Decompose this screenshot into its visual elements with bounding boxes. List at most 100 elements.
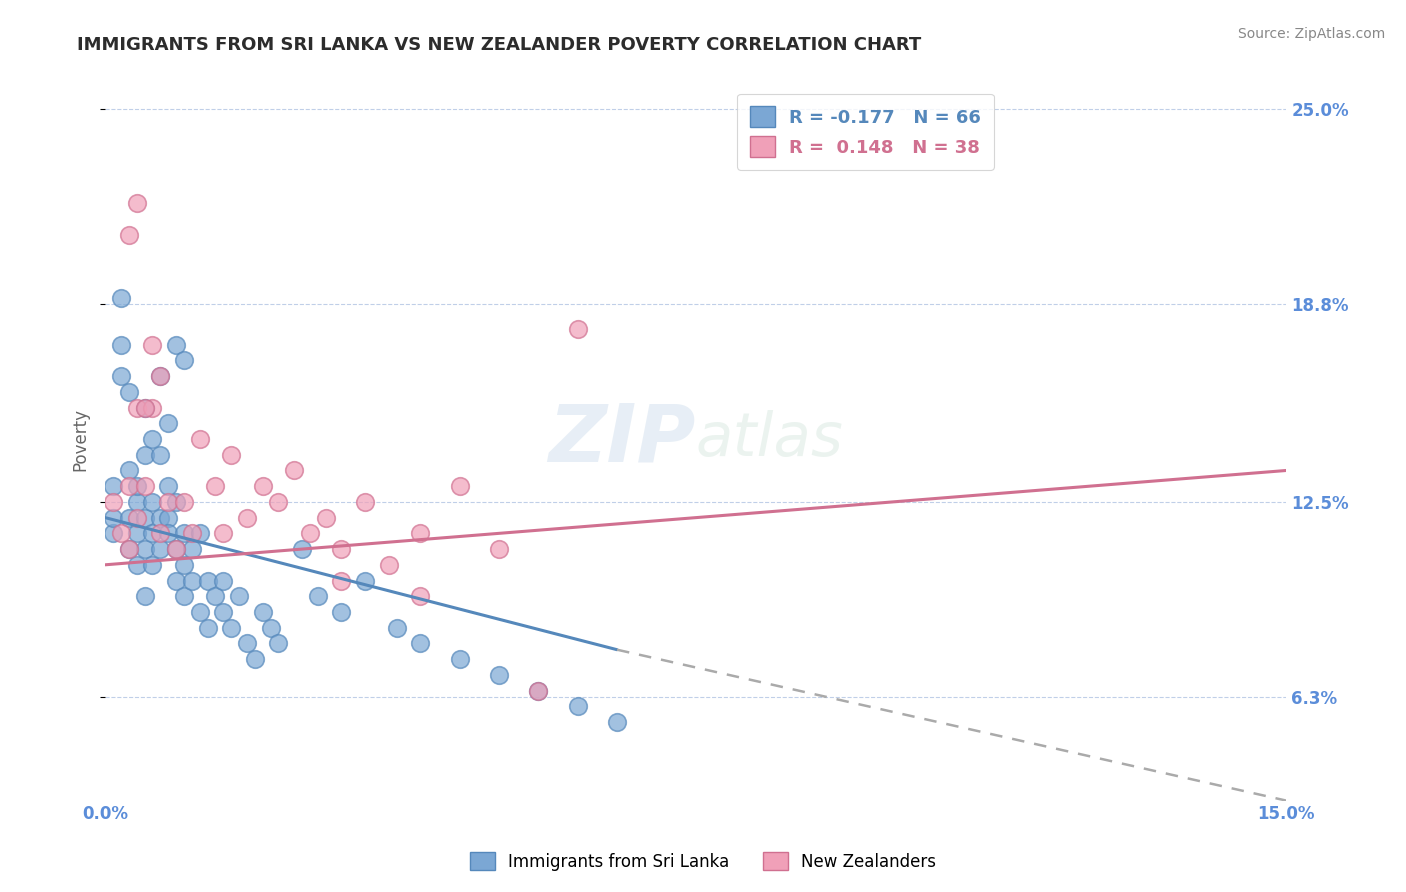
Point	[409, 526, 432, 541]
Point	[212, 574, 235, 588]
Point	[449, 479, 471, 493]
Point	[149, 369, 172, 384]
Point	[252, 605, 274, 619]
Point	[134, 589, 156, 603]
Point	[110, 291, 132, 305]
Point	[118, 542, 141, 557]
Point	[173, 526, 195, 541]
Point	[118, 542, 141, 557]
Point	[298, 526, 321, 541]
Point	[488, 542, 510, 557]
Point	[488, 668, 510, 682]
Point	[125, 196, 148, 211]
Point	[118, 510, 141, 524]
Point	[606, 714, 628, 729]
Point	[307, 589, 329, 603]
Point	[267, 495, 290, 509]
Point	[101, 495, 124, 509]
Point	[110, 337, 132, 351]
Point	[118, 463, 141, 477]
Point	[101, 526, 124, 541]
Point	[188, 526, 211, 541]
Point	[101, 510, 124, 524]
Point	[330, 542, 353, 557]
Point	[204, 479, 226, 493]
Point	[377, 558, 399, 572]
Point	[315, 510, 337, 524]
Point	[149, 510, 172, 524]
Y-axis label: Poverty: Poverty	[72, 408, 89, 470]
Point	[134, 510, 156, 524]
Point	[125, 479, 148, 493]
Point	[180, 542, 202, 557]
Point	[212, 526, 235, 541]
Point	[354, 574, 377, 588]
Text: IMMIGRANTS FROM SRI LANKA VS NEW ZEALANDER POVERTY CORRELATION CHART: IMMIGRANTS FROM SRI LANKA VS NEW ZEALAND…	[77, 36, 921, 54]
Point	[165, 495, 187, 509]
Point	[173, 353, 195, 368]
Point	[283, 463, 305, 477]
Point	[134, 401, 156, 415]
Point	[330, 574, 353, 588]
Text: Source: ZipAtlas.com: Source: ZipAtlas.com	[1237, 27, 1385, 41]
Point	[110, 369, 132, 384]
Point	[180, 574, 202, 588]
Point	[567, 699, 589, 714]
Point	[141, 432, 163, 446]
Point	[243, 652, 266, 666]
Point	[354, 495, 377, 509]
Point	[188, 432, 211, 446]
Point	[252, 479, 274, 493]
Point	[149, 448, 172, 462]
Point	[188, 605, 211, 619]
Point	[173, 589, 195, 603]
Point	[291, 542, 314, 557]
Point	[118, 384, 141, 399]
Point	[141, 495, 163, 509]
Point	[134, 448, 156, 462]
Point	[141, 337, 163, 351]
Point	[173, 495, 195, 509]
Point	[165, 542, 187, 557]
Point	[228, 589, 250, 603]
Point	[567, 322, 589, 336]
Point	[149, 542, 172, 557]
Point	[259, 621, 281, 635]
Point	[449, 652, 471, 666]
Point	[110, 526, 132, 541]
Point	[141, 401, 163, 415]
Point	[165, 542, 187, 557]
Point	[134, 542, 156, 557]
Point	[157, 495, 180, 509]
Point	[197, 574, 219, 588]
Point	[157, 510, 180, 524]
Point	[204, 589, 226, 603]
Point	[219, 621, 242, 635]
Point	[236, 636, 259, 650]
Point	[165, 574, 187, 588]
Point	[385, 621, 408, 635]
Point	[409, 589, 432, 603]
Point	[141, 558, 163, 572]
Point	[125, 526, 148, 541]
Point	[409, 636, 432, 650]
Point	[134, 401, 156, 415]
Point	[236, 510, 259, 524]
Point	[125, 401, 148, 415]
Point	[197, 621, 219, 635]
Point	[134, 479, 156, 493]
Point	[149, 526, 172, 541]
Point	[149, 369, 172, 384]
Point	[141, 526, 163, 541]
Point	[173, 558, 195, 572]
Point	[125, 510, 148, 524]
Point	[165, 337, 187, 351]
Point	[157, 417, 180, 431]
Point	[180, 526, 202, 541]
Point	[125, 495, 148, 509]
Point	[267, 636, 290, 650]
Legend: R = -0.177   N = 66, R =  0.148   N = 38: R = -0.177 N = 66, R = 0.148 N = 38	[737, 94, 994, 169]
Point	[157, 526, 180, 541]
Point	[125, 558, 148, 572]
Point	[118, 479, 141, 493]
